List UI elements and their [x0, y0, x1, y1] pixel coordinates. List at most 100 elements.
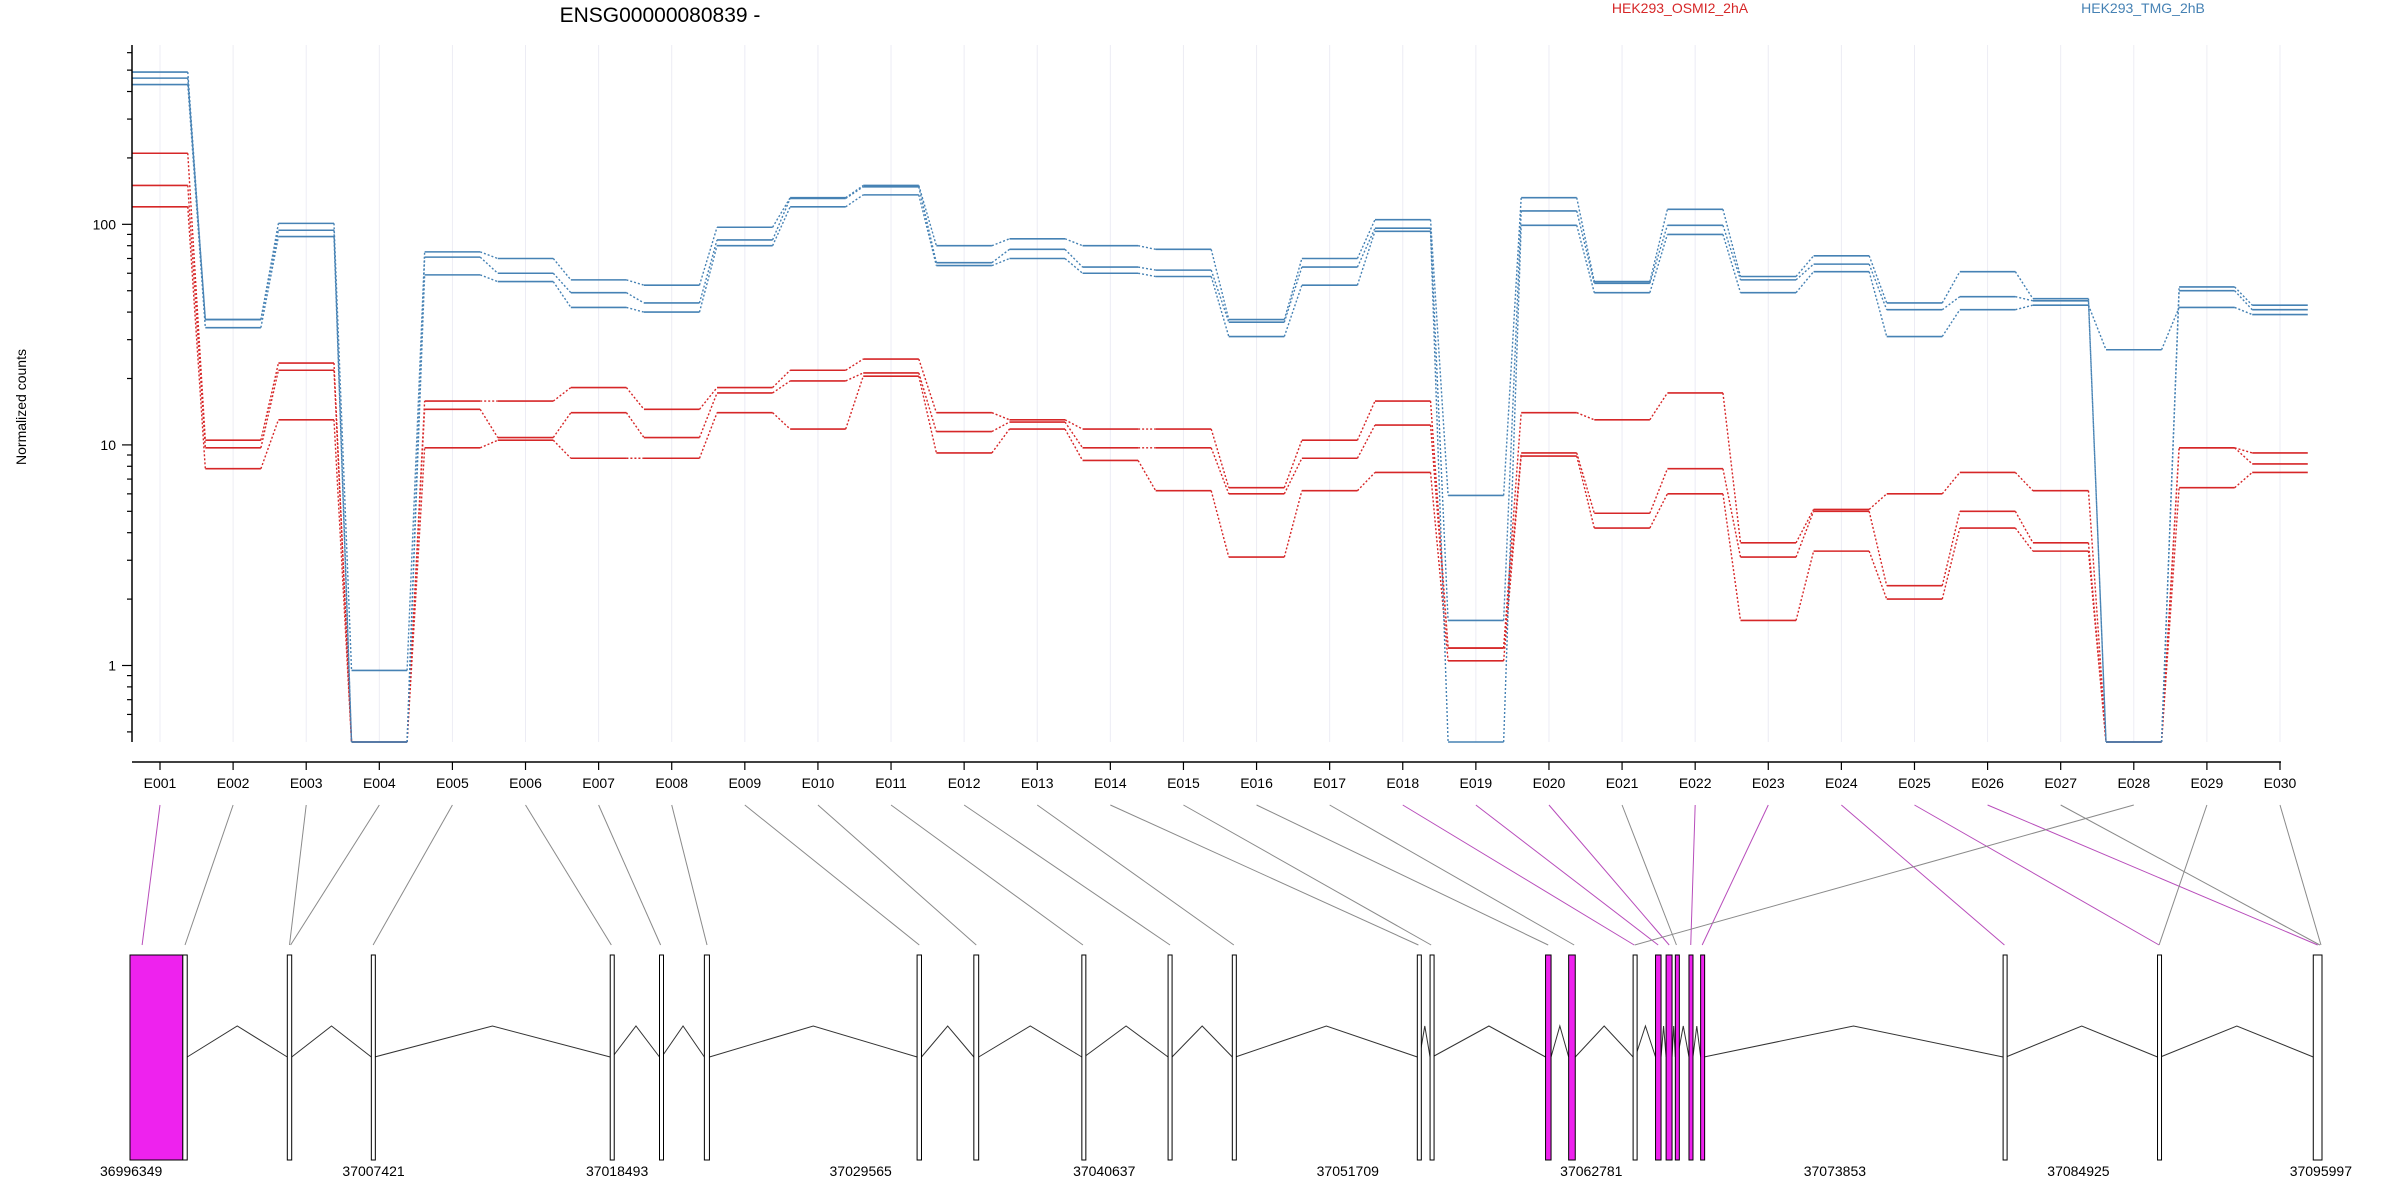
series-connector — [1356, 231, 1376, 286]
series-connector — [1138, 266, 1156, 271]
x-tick-label: E021 — [1606, 775, 1639, 791]
series-connector — [1137, 460, 1157, 492]
series-connector — [772, 197, 791, 228]
exon-box — [129, 954, 184, 1161]
exon-box — [2002, 954, 2008, 1161]
series-connector — [845, 184, 864, 199]
series-connector — [1064, 419, 1083, 430]
series-connector — [1868, 493, 1888, 510]
series-connector — [187, 72, 207, 320]
x-tick-label: E003 — [290, 775, 323, 791]
exon-connector — [1914, 804, 2160, 946]
x-tick-label: E002 — [217, 775, 250, 791]
intron-link — [661, 1025, 705, 1058]
series-connector — [2087, 300, 2107, 743]
legend-entry-tmg: HEK293_TMG_2hB — [2081, 0, 2205, 16]
series-connector — [1649, 225, 1669, 284]
series-connector — [1137, 272, 1156, 278]
series-connector — [1210, 249, 1230, 320]
series-connector — [2014, 471, 2034, 492]
series-connector — [845, 358, 864, 371]
exon-box — [1674, 954, 1680, 1161]
series-connector — [2087, 304, 2107, 351]
series-connector — [1064, 257, 1084, 274]
intron-link — [1083, 1025, 1169, 1058]
gridlines — [159, 45, 2281, 742]
genomic-coordinate-label: 36996349 — [100, 1163, 163, 1179]
exon-box — [1688, 954, 1694, 1161]
series-connector — [2160, 307, 2180, 351]
x-tick-label: E004 — [363, 775, 396, 791]
series-connector — [1649, 468, 1669, 514]
intron-link — [921, 1025, 975, 1058]
y-axis-label: Normalized counts — [13, 349, 29, 465]
series-connector — [1868, 255, 1888, 304]
series-connector — [845, 375, 864, 430]
x-tick-label: E028 — [2117, 775, 2150, 791]
series-connector — [1576, 412, 1595, 421]
intron-link — [1671, 1025, 1676, 1058]
exon-connectors — [141, 804, 2322, 946]
exon-box — [609, 954, 615, 1161]
genomic-coordinate-label: 37051709 — [1317, 1163, 1380, 1179]
series-connector — [1283, 258, 1303, 320]
series-connector — [1210, 276, 1230, 337]
series-connector — [2234, 471, 2253, 489]
series-connector — [1064, 238, 1083, 247]
exon-connector — [1548, 804, 1670, 946]
x-tick-label: E026 — [1971, 775, 2004, 791]
series-connector — [1868, 511, 1888, 586]
series-connector — [698, 392, 718, 438]
series-connector — [2234, 447, 2253, 454]
series-connector — [187, 84, 207, 328]
series-connector — [187, 206, 207, 469]
series-connector — [2014, 527, 2034, 552]
exon-connector — [372, 804, 453, 946]
series-connector — [1356, 400, 1376, 441]
series-connector — [1722, 493, 1742, 621]
series-connector — [1283, 284, 1303, 337]
series-connector — [1429, 228, 1449, 621]
exon-box — [1081, 954, 1087, 1161]
x-tick-label: E024 — [1825, 775, 1858, 791]
series-connector — [1576, 225, 1595, 293]
series-connector — [1795, 255, 1815, 277]
series-connector — [1576, 455, 1595, 529]
exon-box — [1665, 954, 1673, 1161]
intron-link — [1660, 1025, 1667, 1058]
series-connector — [991, 421, 1010, 433]
series-connector — [625, 412, 645, 438]
intron-link — [1171, 1025, 1233, 1058]
exon-connector — [290, 804, 380, 946]
series-connector — [918, 375, 938, 454]
series-connector — [260, 370, 280, 448]
intron-link — [1550, 1024, 1570, 1058]
intron-link — [1235, 1025, 1418, 1058]
series-connector — [260, 236, 280, 328]
series-connector — [772, 412, 791, 430]
series-connector — [552, 386, 572, 402]
series-connector — [1283, 457, 1303, 495]
series-connector — [406, 447, 426, 743]
series-connector — [1868, 550, 1888, 600]
series-connector — [1210, 269, 1230, 323]
series-connector — [552, 272, 572, 294]
exon-connector — [963, 804, 1171, 946]
series-connector — [625, 387, 645, 410]
series-connector — [1722, 225, 1742, 281]
exon-box — [182, 954, 188, 1161]
series-tmg-3 — [132, 83, 2308, 743]
series-connector — [1649, 209, 1669, 282]
series-layer — [132, 71, 2308, 743]
exon-connector — [2060, 804, 2321, 946]
series-connector — [2234, 306, 2253, 316]
series-connector — [1356, 227, 1376, 268]
series-connector — [1722, 234, 1742, 293]
legend-entry-osmi2: HEK293_OSMI2_2hA — [1612, 0, 1749, 16]
series-connector — [552, 412, 572, 438]
series-connector — [1210, 490, 1230, 558]
series-connector — [1649, 234, 1669, 293]
exon-box — [973, 954, 980, 1161]
series-connector — [1649, 392, 1668, 421]
series-connector — [2234, 286, 2253, 306]
